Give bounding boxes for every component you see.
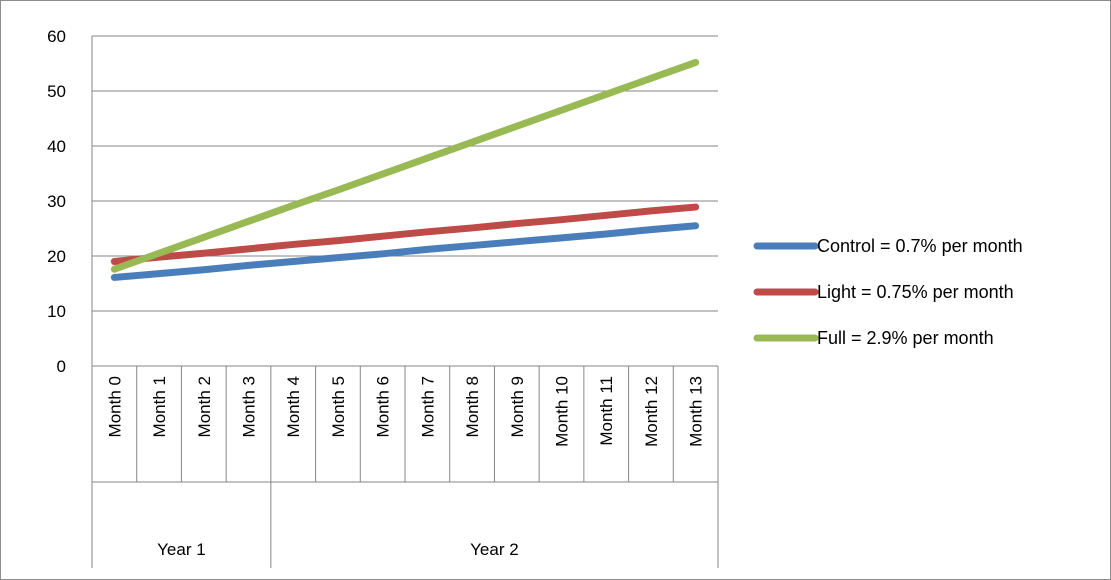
x-tick-label: Month 7 xyxy=(418,376,437,437)
y-tick-label: 0 xyxy=(57,357,66,376)
x-tick-label: Month 1 xyxy=(150,376,169,437)
series-line-2 xyxy=(110,203,700,265)
x-tick-label: Month 12 xyxy=(642,376,661,447)
x-tick-label: Month 3 xyxy=(240,376,259,437)
legend-label: Light = 0.75% per month xyxy=(817,282,1014,302)
x-tick-label: Month 0 xyxy=(105,376,124,437)
x-tick-label: Month 11 xyxy=(597,376,616,446)
x-tick-label: Month 6 xyxy=(374,376,393,437)
x-tick-label: Month 13 xyxy=(687,376,706,447)
series-line-3 xyxy=(110,58,700,273)
y-tick-label: 10 xyxy=(47,302,66,321)
x-tick-label: Month 4 xyxy=(284,376,303,437)
legend-label: Control = 0.7% per month xyxy=(817,236,1023,256)
x-tick-label: Month 9 xyxy=(508,376,527,437)
y-tick-label: 40 xyxy=(47,137,66,156)
x-tick-label: Month 10 xyxy=(553,376,572,447)
y-tick-label: 50 xyxy=(47,82,66,101)
x-tick-label: Month 8 xyxy=(463,376,482,437)
y-tick-label: 60 xyxy=(47,27,66,46)
legend-label: Full = 2.9% per month xyxy=(817,328,994,348)
group-label: Year 1 xyxy=(157,540,206,559)
series-line-1 xyxy=(110,222,700,281)
group-label: Year 2 xyxy=(470,540,519,559)
y-tick-label: 30 xyxy=(47,192,66,211)
x-tick-label: Month 2 xyxy=(195,376,214,437)
y-tick-label: 20 xyxy=(47,247,66,266)
x-tick-label: Month 5 xyxy=(329,376,348,437)
